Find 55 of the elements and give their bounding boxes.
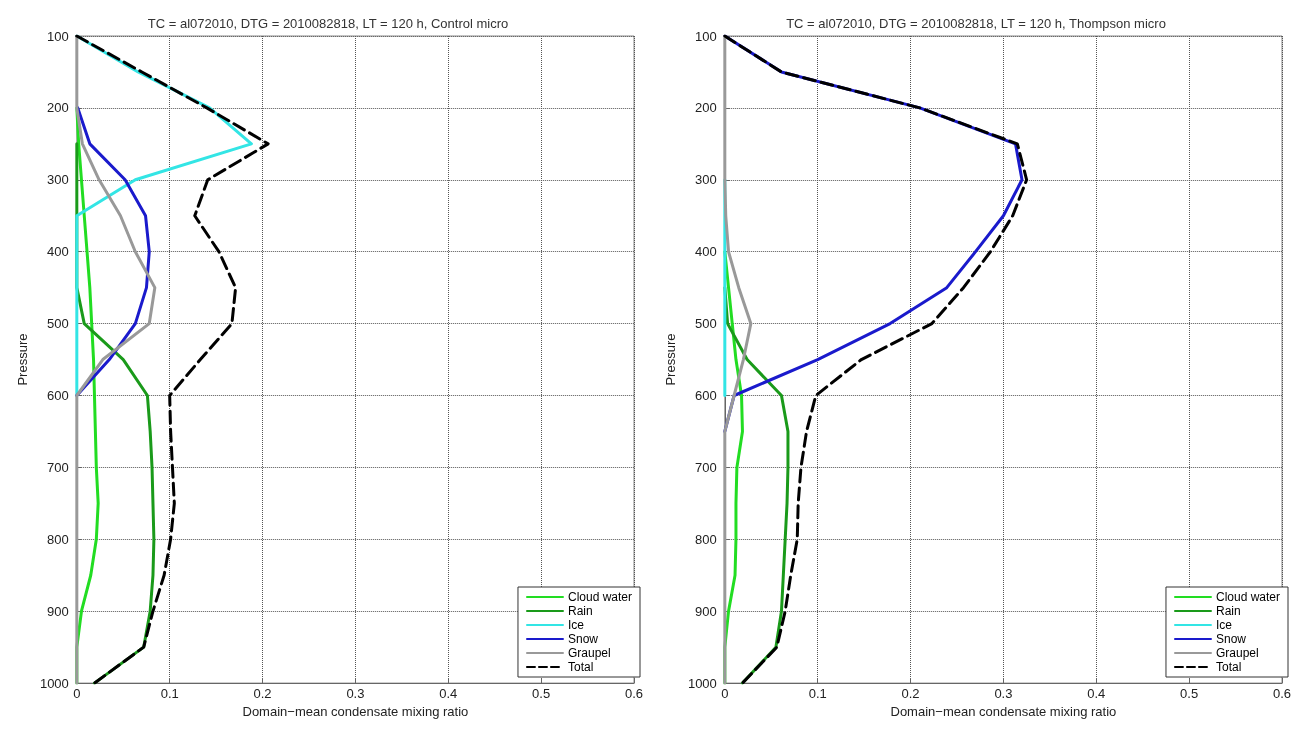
y-tick-label: 900 xyxy=(695,603,717,619)
y-tick-label: 500 xyxy=(47,316,69,332)
x-tick-label: 0.3 xyxy=(994,686,1013,702)
y-axis-title: Pressure xyxy=(15,333,30,386)
x-tick-label: 0.1 xyxy=(808,686,827,702)
legend-label: Ice xyxy=(1215,618,1233,632)
y-tick-label: 200 xyxy=(695,100,717,116)
x-axis-title: Domain−mean condensate mixing ratio xyxy=(890,704,1117,719)
y-tick-label: 800 xyxy=(695,531,717,547)
legend-label: Total xyxy=(1215,660,1242,674)
y-tick-label: 200 xyxy=(47,100,69,116)
y-tick-label: 800 xyxy=(47,531,69,547)
x-tick-label: 0.4 xyxy=(1087,686,1106,702)
y-tick-label: 700 xyxy=(47,459,69,475)
legend-label: Cloud water xyxy=(1215,590,1280,604)
chart-title: TC = al072010, DTG = 2010082818, LT = 120 h, Thompson micro xyxy=(786,16,1166,31)
x-tick-label: 0.4 xyxy=(439,686,458,702)
legend-label: Rain xyxy=(567,604,593,618)
x-tick-label: 0.2 xyxy=(901,686,920,702)
y-tick-label: 100 xyxy=(695,28,717,44)
legend-label: Graupel xyxy=(567,646,611,660)
line-series xyxy=(75,106,151,397)
x-tick-label: 0 xyxy=(73,686,81,702)
x-tick-label: 0.6 xyxy=(624,686,644,702)
x-tick-label: 0.2 xyxy=(253,686,272,702)
x-axis-title: Domain−mean condensate mixing ratio xyxy=(242,704,469,719)
legend-label: Total xyxy=(567,660,594,674)
legend-label: Snow xyxy=(567,632,599,646)
y-tick-label: 1000 xyxy=(39,675,69,691)
x-tick-label: 0.5 xyxy=(1180,686,1199,702)
y-tick-label: 400 xyxy=(695,244,717,260)
legend-label: Snow xyxy=(1215,632,1247,646)
y-tick-label: 600 xyxy=(695,388,717,403)
legend-label: Ice xyxy=(567,618,585,632)
y-tick-label: 900 xyxy=(47,603,69,619)
y-tick-label: 300 xyxy=(695,172,717,188)
x-tick-label: 0.5 xyxy=(532,686,551,702)
y-tick-label: 1000 xyxy=(687,675,717,691)
legend-label: Cloud water xyxy=(567,590,632,604)
y-tick-label: 100 xyxy=(47,28,69,44)
y-tick-label: 600 xyxy=(47,388,69,403)
y-tick-label: 500 xyxy=(695,316,717,332)
x-tick-label: 0.3 xyxy=(346,686,365,702)
x-tick-label: 0.6 xyxy=(1272,686,1292,702)
line-series xyxy=(75,34,157,685)
y-tick-label: 400 xyxy=(47,244,69,260)
y-tick-label: 700 xyxy=(695,459,717,475)
y-axis-title: Pressure xyxy=(663,333,678,386)
line-series xyxy=(75,34,270,685)
chart-title: TC = al072010, DTG = 2010082818, LT = 120 h, Control micro xyxy=(147,16,509,31)
x-tick-label: 0.1 xyxy=(160,686,179,702)
y-tick-label: 300 xyxy=(47,172,69,188)
legend-label: Rain xyxy=(1215,604,1241,618)
legend-label: Graupel xyxy=(1215,646,1259,660)
x-tick-label: 0 xyxy=(721,686,729,702)
